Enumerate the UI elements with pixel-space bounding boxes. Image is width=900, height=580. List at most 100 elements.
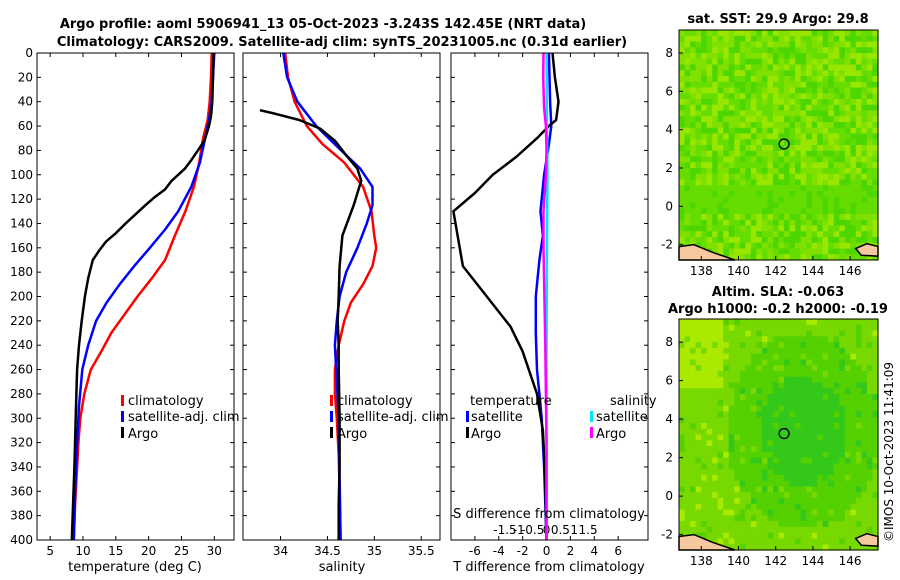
map-cell <box>767 353 774 361</box>
map-cell <box>723 242 730 250</box>
map-cell <box>850 219 857 227</box>
map-cell <box>695 116 702 123</box>
map-cell <box>828 133 835 140</box>
y-tick-label: 320 <box>10 436 33 450</box>
map-cell <box>850 127 857 135</box>
map-cell <box>734 93 741 100</box>
map-cell <box>800 376 807 384</box>
map-cell <box>684 394 691 401</box>
map-cell <box>795 47 802 54</box>
map-cell <box>739 319 746 326</box>
map-cell <box>767 168 774 175</box>
map-cell <box>750 35 757 43</box>
map-cell <box>866 422 874 430</box>
map-cell <box>833 254 840 261</box>
map-cell <box>772 168 780 175</box>
map-cell <box>679 515 686 522</box>
map-cell <box>844 185 851 192</box>
map-cell <box>712 173 719 181</box>
map-cell <box>717 150 724 158</box>
map-cell <box>728 214 735 221</box>
map-cell <box>784 41 791 48</box>
map-cell <box>855 509 863 516</box>
map-cell <box>723 394 730 401</box>
map-cell <box>800 411 807 418</box>
map-cell <box>701 173 708 181</box>
map-cell <box>690 127 697 135</box>
map-cell <box>833 219 840 227</box>
map-cell <box>806 474 813 482</box>
map-cell <box>789 116 796 123</box>
map-cell <box>795 376 802 384</box>
map-cell <box>728 440 735 447</box>
map-cell <box>695 179 702 186</box>
map-cell <box>800 480 807 488</box>
map-cell <box>822 139 829 146</box>
map-cell <box>728 428 735 436</box>
map-cell <box>739 58 746 66</box>
map-cell <box>784 411 791 418</box>
map-cell <box>833 342 840 349</box>
map-cell <box>695 474 702 482</box>
map-cell <box>684 116 691 123</box>
map-cell <box>828 399 835 407</box>
map-cell <box>750 411 757 418</box>
map-cell <box>706 225 713 232</box>
map-cell <box>734 76 741 83</box>
map-cell <box>750 231 757 238</box>
map-cell <box>767 388 774 395</box>
map-cell <box>767 145 774 152</box>
map-cell <box>833 376 840 384</box>
map-cell <box>717 526 724 534</box>
map-cell <box>800 451 807 459</box>
map-cell <box>756 53 763 60</box>
map-cell <box>723 168 730 175</box>
map-cell <box>811 330 818 337</box>
map-cell <box>767 214 774 221</box>
map-cell <box>690 492 697 499</box>
map-cell <box>690 64 697 71</box>
map-cell <box>789 104 796 112</box>
map-cell <box>784 463 791 470</box>
map-cell <box>822 41 829 48</box>
map-cell <box>745 382 752 389</box>
map-cell <box>706 179 713 186</box>
x-tick-label: -4 <box>493 544 505 558</box>
map-cell <box>806 81 813 89</box>
map-cell <box>767 376 774 384</box>
map-cell <box>850 538 857 545</box>
map-cell <box>712 214 719 221</box>
map-cell <box>684 376 691 384</box>
s-tick-label: 1 <box>570 523 578 537</box>
map-cell <box>795 93 802 100</box>
map-cell <box>723 173 730 181</box>
map-cell <box>684 324 691 332</box>
map-cell <box>756 99 763 106</box>
map-cell <box>844 330 851 337</box>
map-cell <box>723 127 730 135</box>
map-cell <box>811 254 818 261</box>
map-cell <box>756 93 763 100</box>
map-cell <box>772 214 780 221</box>
map-cell <box>695 434 702 441</box>
map-cell <box>872 330 879 337</box>
map-cell <box>772 248 780 255</box>
map-cell <box>756 353 763 361</box>
map-cell <box>789 87 796 94</box>
map-cell <box>872 214 879 221</box>
map-cell <box>789 394 796 401</box>
map-cell <box>795 64 802 71</box>
y-tick-label: 6 <box>665 84 673 98</box>
map-cell <box>745 544 752 551</box>
map-cell <box>767 457 774 464</box>
map-cell <box>701 382 708 389</box>
map-cell <box>784 133 791 140</box>
map-cell <box>828 446 835 453</box>
map-cell <box>866 231 874 238</box>
map-cell <box>706 81 713 89</box>
map-cell <box>761 544 769 551</box>
map-cell <box>822 173 829 181</box>
map-cell <box>795 434 802 441</box>
map-cell <box>850 173 857 181</box>
map-cell <box>717 347 724 355</box>
